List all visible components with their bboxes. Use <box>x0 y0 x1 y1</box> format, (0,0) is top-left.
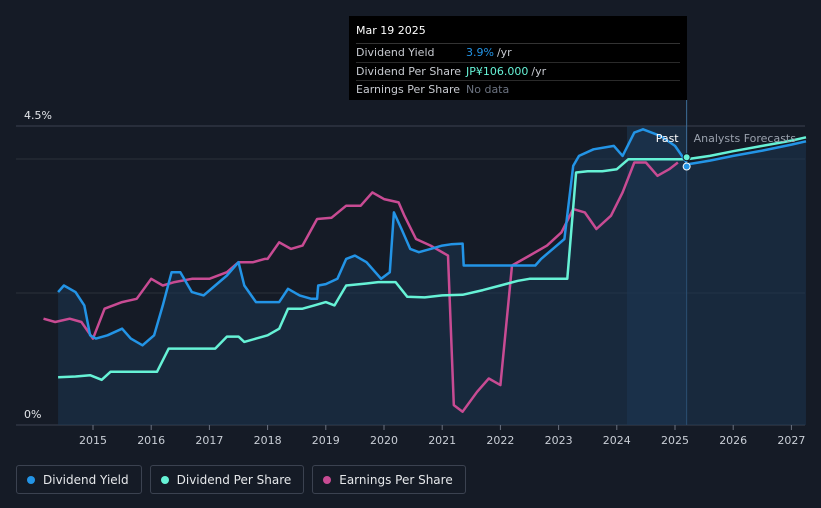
x-tick-label: 2025 <box>661 434 689 447</box>
tooltip-value: No data <box>466 83 510 96</box>
x-tick-label: 2021 <box>428 434 456 447</box>
tooltip-label: Dividend Yield <box>356 46 435 59</box>
y-axis-labels: 4.5% 0% Past Analysts Forecasts <box>24 109 796 421</box>
tooltip-row-eps: Earnings Per Share No data <box>356 81 680 99</box>
legend-label: Dividend Per Share <box>176 472 292 487</box>
x-tick-label: 2024 <box>603 434 631 447</box>
legend-item-dividend-per-share[interactable]: Dividend Per Share <box>149 465 305 494</box>
x-tick-label: 2015 <box>79 434 107 447</box>
tooltip-value: 3.9% <box>466 46 494 59</box>
tooltip-row-dps: Dividend Per Share JP¥106.000 /yr <box>356 63 680 81</box>
x-tick-label: 2023 <box>545 434 573 447</box>
area-fills <box>58 129 806 426</box>
tooltip-row-yield: Dividend Yield 3.9% /yr <box>356 44 680 63</box>
tooltip-unit: /yr <box>496 46 512 59</box>
legend-label: Dividend Yield <box>43 472 129 487</box>
x-tick-label: 2017 <box>195 434 223 447</box>
legend-dot-icon <box>27 475 35 484</box>
dividend-yield-line <box>57 128 688 347</box>
legend-dot-icon <box>323 475 332 484</box>
dps-marker <box>682 153 691 162</box>
x-tick-label: 2022 <box>486 434 514 447</box>
y-label-bottom: 0% <box>24 408 41 421</box>
legend-label: Earnings Per Share <box>339 472 453 487</box>
tooltip-value: JP¥106.000 <box>466 64 529 78</box>
tooltip-label: Earnings Per Share <box>356 83 461 96</box>
legend: Dividend Yield Dividend Per Share Earnin… <box>16 465 466 494</box>
series-lines <box>43 128 807 413</box>
legend-item-earnings-per-share[interactable]: Earnings Per Share <box>312 465 466 494</box>
earnings-per-share-line <box>43 161 679 413</box>
markers <box>682 153 691 171</box>
x-tick-label: 2027 <box>777 434 805 447</box>
x-tick-label: 2019 <box>312 434 340 447</box>
legend-item-dividend-yield[interactable]: Dividend Yield <box>16 465 142 494</box>
legend-dot-icon <box>160 475 169 484</box>
yield-area <box>58 129 806 426</box>
y-label-top: 4.5% <box>24 109 52 122</box>
x-tick-label: 2020 <box>370 434 398 447</box>
x-axis-ticks: 2015 2016 2017 2018 2019 2020 2021 2022 2023 2024… <box>79 425 805 447</box>
x-tick-label: 2016 <box>137 434 165 447</box>
dividend-yield-forecast-line <box>686 140 807 166</box>
tooltip-label: Dividend Per Share <box>356 64 462 78</box>
x-tick-label: 2026 <box>719 434 747 447</box>
dividend-per-share-line <box>58 136 807 382</box>
past-label: Past <box>656 132 680 145</box>
x-tick-label: 2018 <box>254 434 282 447</box>
forecast-label: Analysts Forecasts <box>694 132 797 145</box>
yield-marker <box>682 162 691 171</box>
tooltip-unit: /yr <box>531 64 547 78</box>
tooltip: Mar 19 2025 Dividend Yield 3.9% /yr Divi… <box>349 16 687 100</box>
tooltip-date: Mar 19 2025 <box>356 22 680 44</box>
